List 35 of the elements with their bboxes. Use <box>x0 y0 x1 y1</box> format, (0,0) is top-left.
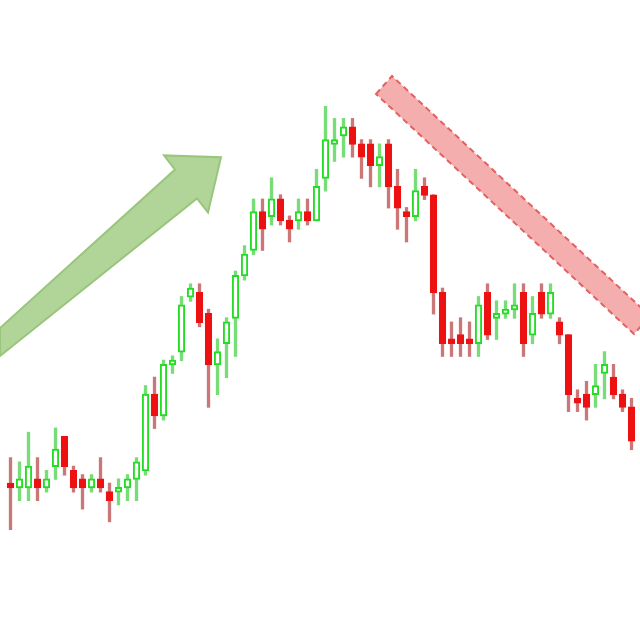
candlestick <box>33 457 42 501</box>
candlestick <box>78 474 87 510</box>
candlestick <box>87 474 96 493</box>
candlestick <box>294 198 303 230</box>
candlestick <box>159 359 168 421</box>
candlestick <box>411 168 420 222</box>
candlestick <box>456 317 465 357</box>
candlestick <box>564 334 573 412</box>
candlestick <box>15 461 24 501</box>
candlestick <box>591 363 600 408</box>
candlestick <box>375 143 384 188</box>
candlestick <box>492 300 501 340</box>
candlestick <box>357 139 366 179</box>
candlestick <box>114 478 123 506</box>
candlestick <box>177 296 186 362</box>
candlestick <box>258 198 267 251</box>
candlestick <box>60 436 69 476</box>
candlestick <box>42 469 51 493</box>
candlestick <box>96 457 105 493</box>
candlestick <box>528 296 537 345</box>
candlestick <box>519 283 528 357</box>
candlestick <box>249 198 258 256</box>
candlestick <box>141 385 150 476</box>
candlestick <box>420 177 429 200</box>
candlestick <box>303 198 312 226</box>
candlestick <box>402 207 411 243</box>
candlestick <box>213 338 222 395</box>
candlestick <box>600 351 609 400</box>
candlestick <box>627 397 636 451</box>
candlestick <box>321 106 330 192</box>
candlestick <box>483 283 492 340</box>
candlestick <box>582 380 591 421</box>
candlestick <box>105 482 114 523</box>
candlestick <box>123 474 132 501</box>
candlestick <box>555 317 564 345</box>
